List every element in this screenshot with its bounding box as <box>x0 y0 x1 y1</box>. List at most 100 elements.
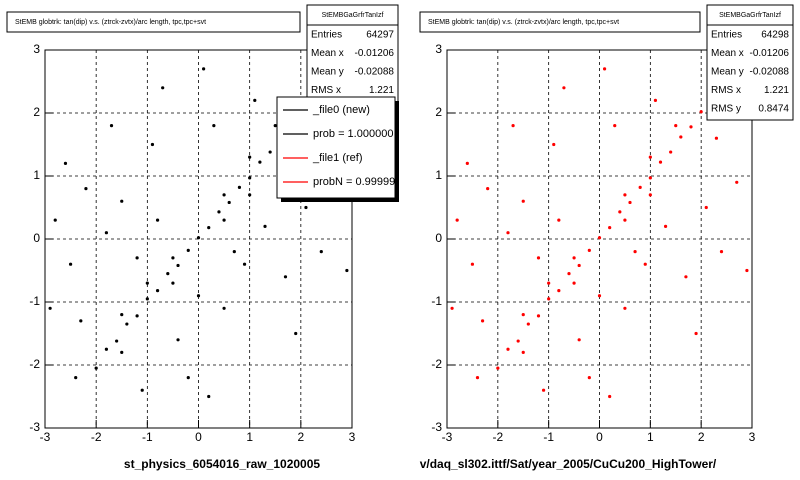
point <box>109 124 114 128</box>
point <box>248 176 252 180</box>
y-tick-label: 3 <box>33 42 40 56</box>
point <box>94 366 98 370</box>
stats-value: 1.221 <box>369 85 394 96</box>
stats-label: RMS x <box>711 85 741 96</box>
x-tick-label: 0 <box>195 430 202 444</box>
legend: _file0 (new) prob = 1.000000 _file1 (ref) p… <box>283 104 395 188</box>
point <box>496 366 500 370</box>
point <box>120 199 124 203</box>
point <box>608 226 612 230</box>
stats-value: 1.221 <box>764 85 789 96</box>
point <box>273 124 277 128</box>
point <box>618 210 622 214</box>
point <box>140 388 144 392</box>
stats-label: Mean y <box>711 67 744 78</box>
point <box>248 193 252 197</box>
legend-box <box>276 96 396 199</box>
point <box>145 281 149 285</box>
stats-title: StEMBGaGrfrTanIzf <box>322 12 384 19</box>
point <box>222 193 226 197</box>
point <box>541 388 546 392</box>
point <box>643 262 647 266</box>
stats-label: Entries <box>711 30 742 41</box>
y-tick-label: 2 <box>435 105 442 119</box>
legend-label: prob = 1.000000 <box>313 128 393 140</box>
point <box>719 250 724 254</box>
y-tick-label: -1 <box>29 294 40 308</box>
point <box>689 125 693 129</box>
point <box>638 185 642 189</box>
point <box>613 124 617 128</box>
point <box>150 142 155 147</box>
point <box>294 331 298 336</box>
point <box>475 376 480 380</box>
stats-value: 0.8474 <box>758 104 789 115</box>
point <box>669 150 673 154</box>
point <box>465 161 469 165</box>
y-tick-label: 3 <box>435 42 442 56</box>
point <box>171 256 175 260</box>
point <box>608 394 612 399</box>
point <box>237 185 242 189</box>
point <box>104 347 108 351</box>
caption: v/daq_sl302.ittf/Sat/year_2005/CuCu200_H… <box>420 457 717 471</box>
point <box>552 142 556 147</box>
point <box>232 250 236 254</box>
point <box>648 193 652 197</box>
x-tick-label: 1 <box>246 430 253 444</box>
legend-label: _file1 (ref) <box>312 152 363 164</box>
point <box>694 331 698 336</box>
point <box>79 319 83 323</box>
point <box>547 281 551 285</box>
point <box>663 224 668 228</box>
point <box>283 275 288 279</box>
point <box>562 86 566 90</box>
point <box>506 231 510 235</box>
legend-label: probN = 0.99999 <box>313 176 395 188</box>
y-tick-label: -1 <box>431 294 442 308</box>
point <box>684 275 688 279</box>
stats-label: RMS y <box>711 104 741 115</box>
point <box>258 160 262 164</box>
point <box>587 248 591 252</box>
stats-label: Mean y <box>311 67 344 78</box>
point <box>48 306 52 310</box>
point <box>207 394 211 399</box>
point <box>577 338 581 342</box>
x-tick-label: 1 <box>647 430 654 444</box>
point <box>63 161 68 165</box>
point <box>572 281 576 285</box>
point <box>155 218 160 222</box>
point <box>268 150 272 154</box>
point <box>521 199 525 203</box>
point <box>222 306 226 310</box>
x-tick-label: 0 <box>596 430 603 444</box>
title-box <box>6 11 301 33</box>
point <box>587 376 591 380</box>
point <box>674 124 678 128</box>
point <box>547 297 551 301</box>
stats-label: RMS x <box>311 85 341 96</box>
stats-value: -0.02088 <box>750 67 790 78</box>
point <box>679 135 683 139</box>
stats-value: 64298 <box>761 30 789 41</box>
stats-box <box>706 4 794 121</box>
point <box>53 218 57 222</box>
point <box>222 218 226 222</box>
y-tick-label: -2 <box>431 357 442 371</box>
y-tick-label: -3 <box>29 420 40 434</box>
x-tick-label: -1 <box>142 430 153 444</box>
x-tick-label: -3 <box>40 430 51 444</box>
point <box>217 210 221 214</box>
stats-value: -0.02088 <box>355 67 395 78</box>
point <box>623 306 627 310</box>
point <box>227 200 231 205</box>
point <box>521 313 525 317</box>
point <box>628 200 632 205</box>
point <box>345 268 349 273</box>
point <box>653 98 658 102</box>
point <box>171 281 175 285</box>
point <box>602 67 607 71</box>
x-tick-label: -2 <box>492 430 503 444</box>
point <box>242 262 247 266</box>
